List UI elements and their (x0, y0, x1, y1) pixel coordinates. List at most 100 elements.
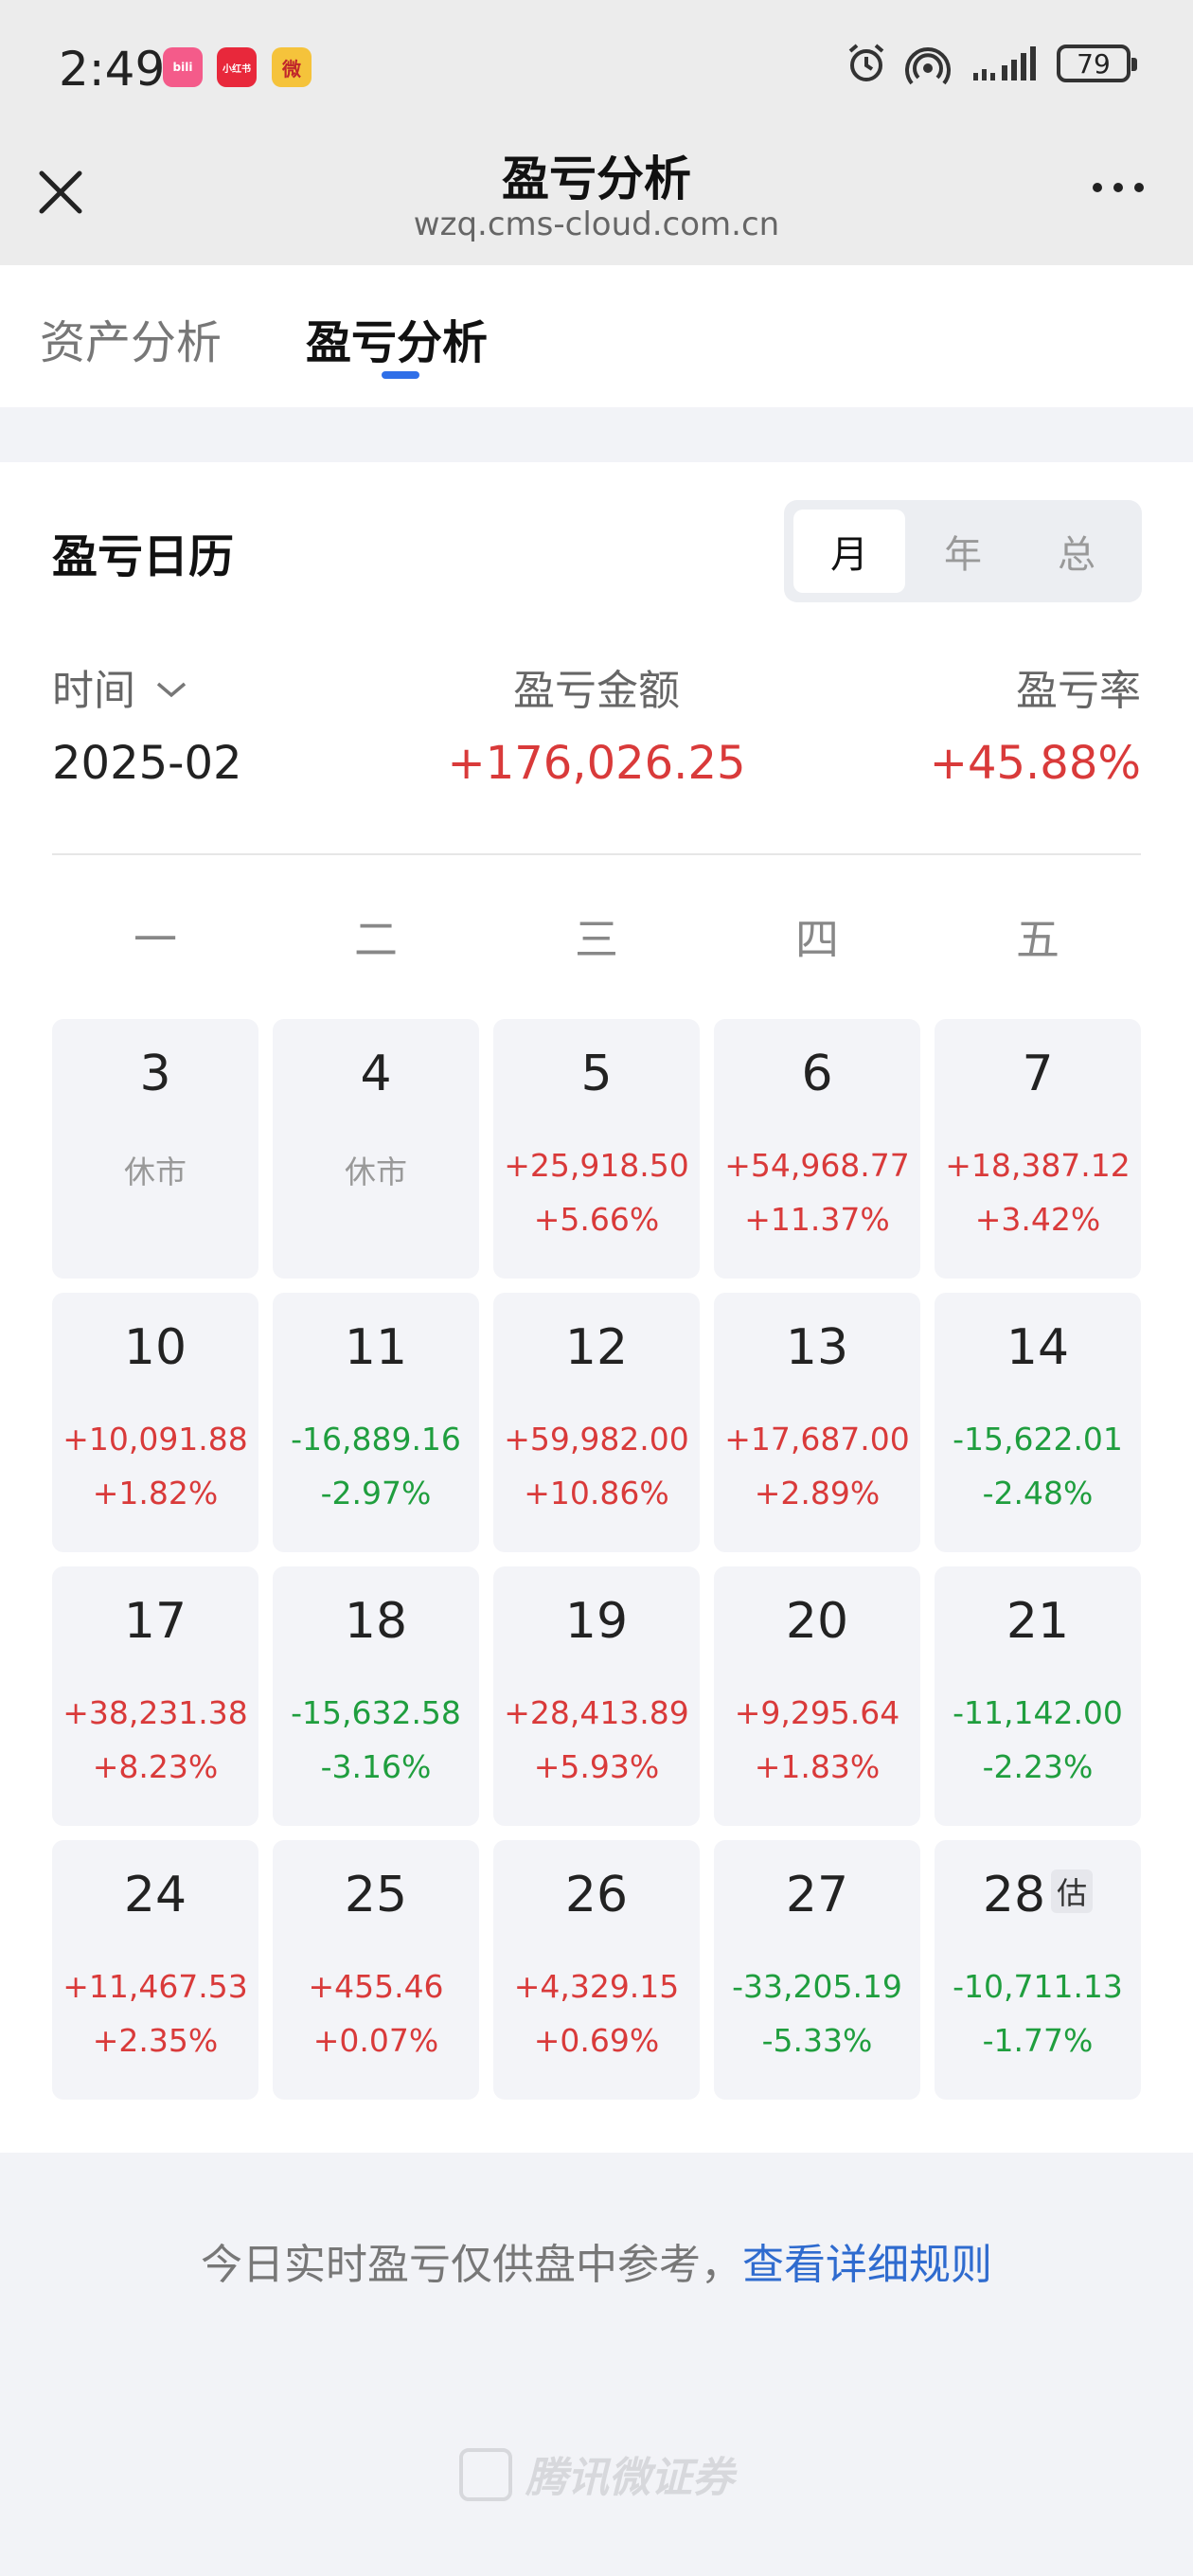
brand-name: 腾讯微证券 (525, 2454, 734, 2502)
day-number: 6 (714, 1046, 920, 1102)
day-number: 20 (714, 1593, 920, 1650)
tab-bar: 资产分析 盈亏分析 (0, 265, 1193, 407)
pnl-calendar-card: 盈亏日历 月 年 总 时间 盈亏金额 盈亏率 2025-02 +176,026.… (0, 462, 1193, 2153)
realtime-notice: 今日实时盈亏仅供盘中参考，查看详细规则 (0, 2230, 1193, 2291)
day-rate: -5.33% (761, 2022, 873, 2059)
day-number: 26 (493, 1867, 700, 1923)
day-number-text: 7 (1022, 1046, 1054, 1102)
day-number: 10 (52, 1319, 258, 1376)
rate-label: 盈亏率 (1016, 667, 1141, 715)
day-number-text: 19 (564, 1593, 629, 1650)
day-number: 12 (493, 1319, 700, 1376)
segment-year[interactable]: 年 (944, 533, 982, 577)
day-number: 11 (273, 1319, 479, 1376)
rules-link[interactable]: 查看详细规则 (742, 2241, 992, 2289)
close-icon[interactable] (34, 166, 87, 219)
day-amount: +28,413.89 (504, 1694, 689, 1731)
calendar-day-cell[interactable]: 11 -16,889.16 -2.97% (273, 1293, 479, 1552)
day-number-text: 21 (1006, 1593, 1070, 1650)
time-selector[interactable]: 时间 (52, 656, 188, 717)
calendar-day-cell[interactable]: 7 +18,387.12 +3.42% (935, 1019, 1141, 1279)
calendar-day-cell[interactable]: 28 估 -10,711.13 -1.77% (935, 1840, 1141, 2100)
day-rate: -2.48% (982, 1475, 1094, 1512)
calendar-day-cell[interactable]: 14 -15,622.01 -2.48% (935, 1293, 1141, 1552)
calendar-day-cell[interactable]: 13 +17,687.00 +2.89% (714, 1293, 920, 1552)
day-number: 5 (493, 1046, 700, 1102)
tab-asset-analysis[interactable]: 资产分析 (40, 316, 223, 369)
bilibili-icon: bili (163, 47, 203, 87)
day-number-text: 25 (344, 1867, 408, 1923)
day-number-text: 3 (139, 1046, 171, 1102)
period-segmented-control: 月 年 总 (784, 500, 1142, 602)
calendar-day-cell[interactable]: 5 +25,918.50 +5.66% (493, 1019, 700, 1279)
status-bar: 2:49 bili 小红书 微 79 (0, 0, 1193, 137)
day-number-text: 14 (1006, 1319, 1070, 1376)
day-number-text: 6 (801, 1046, 833, 1102)
day-rate: +1.83% (754, 1748, 881, 1785)
calendar-day-cell[interactable]: 12 +59,982.00 +10.86% (493, 1293, 700, 1552)
day-number: 28 估 (935, 1867, 1141, 1923)
brand-logo-icon (459, 2448, 512, 2501)
calendar-day-cell[interactable]: 18 -15,632.58 -3.16% (273, 1566, 479, 1826)
weekday-header: 四 (795, 914, 839, 965)
day-number-text: 18 (344, 1593, 408, 1650)
estimate-badge: 估 (1051, 1869, 1094, 1913)
calendar-day-cell[interactable]: 3 休市 (52, 1019, 258, 1279)
calendar-day-cell[interactable]: 4 休市 (273, 1019, 479, 1279)
calendar-day-cell[interactable]: 25 +455.46 +0.07% (273, 1840, 479, 2100)
tab-active-indicator (382, 371, 419, 379)
segment-month[interactable]: 月 (793, 510, 905, 593)
day-number: 17 (52, 1593, 258, 1650)
total-rate: +45.88% (929, 737, 1141, 790)
day-rate: +11.37% (744, 1201, 890, 1238)
period-value: 2025-02 (52, 737, 242, 790)
calendar-title: 盈亏日历 (52, 530, 235, 583)
day-number-text: 10 (123, 1319, 187, 1376)
calendar-day-cell[interactable]: 26 +4,329.15 +0.69% (493, 1840, 700, 2100)
calendar-day-cell[interactable]: 17 +38,231.38 +8.23% (52, 1566, 258, 1826)
day-amount: -33,205.19 (732, 1968, 902, 2005)
segment-total[interactable]: 总 (1058, 533, 1095, 577)
market-closed-label: 休市 (124, 1154, 187, 1190)
day-amount: -11,142.00 (953, 1694, 1123, 1731)
day-amount: +59,982.00 (504, 1421, 689, 1458)
calendar-day-cell[interactable]: 6 +54,968.77 +11.37% (714, 1019, 920, 1279)
calendar-day-cell[interactable]: 10 +10,091.88 +1.82% (52, 1293, 258, 1552)
page-title: 盈亏分析 (502, 152, 691, 206)
more-icon[interactable] (1093, 183, 1144, 192)
day-number-text: 4 (360, 1046, 392, 1102)
day-number: 24 (52, 1867, 258, 1923)
day-number: 4 (273, 1046, 479, 1102)
day-rate: -2.23% (982, 1748, 1094, 1785)
status-time: 2:49 (59, 42, 166, 97)
calendar-day-cell[interactable]: 27 -33,205.19 -5.33% (714, 1840, 920, 2100)
day-number: 27 (714, 1867, 920, 1923)
day-amount: +455.46 (308, 1968, 444, 2005)
day-number-text: 27 (785, 1867, 849, 1923)
battery-indicator: 79 (1057, 45, 1137, 82)
page-url: wzq.cms-cloud.com.cn (413, 206, 780, 243)
day-rate: +8.23% (92, 1748, 219, 1785)
calendar-day-cell[interactable]: 19 +28,413.89 +5.93% (493, 1566, 700, 1826)
day-amount: +25,918.50 (504, 1147, 689, 1184)
day-amount: -10,711.13 (953, 1968, 1123, 2005)
day-number-text: 11 (344, 1319, 408, 1376)
calendar-day-cell[interactable]: 21 -11,142.00 -2.23% (935, 1566, 1141, 1826)
notice-text: 今日实时盈亏仅供盘中参考， (201, 2241, 742, 2289)
calendar-day-cell[interactable]: 24 +11,467.53 +2.35% (52, 1840, 258, 2100)
day-rate: -2.97% (320, 1475, 432, 1512)
day-rate: -1.77% (982, 2022, 1094, 2059)
day-rate: +0.07% (312, 2022, 439, 2059)
total-amount: +176,026.25 (447, 737, 746, 790)
day-amount: +38,231.38 (62, 1694, 248, 1731)
calendar-day-cell[interactable]: 20 +9,295.64 +1.83% (714, 1566, 920, 1826)
day-rate: +2.89% (754, 1475, 881, 1512)
tab-pnl-analysis[interactable]: 盈亏分析 (306, 316, 489, 369)
day-number-text: 24 (123, 1867, 187, 1923)
day-amount: -16,889.16 (291, 1421, 461, 1458)
day-number: 25 (273, 1867, 479, 1923)
chevron-down-icon (156, 682, 187, 698)
day-number-text: 5 (580, 1046, 613, 1102)
divider (52, 853, 1141, 855)
day-amount: +9,295.64 (734, 1694, 900, 1731)
